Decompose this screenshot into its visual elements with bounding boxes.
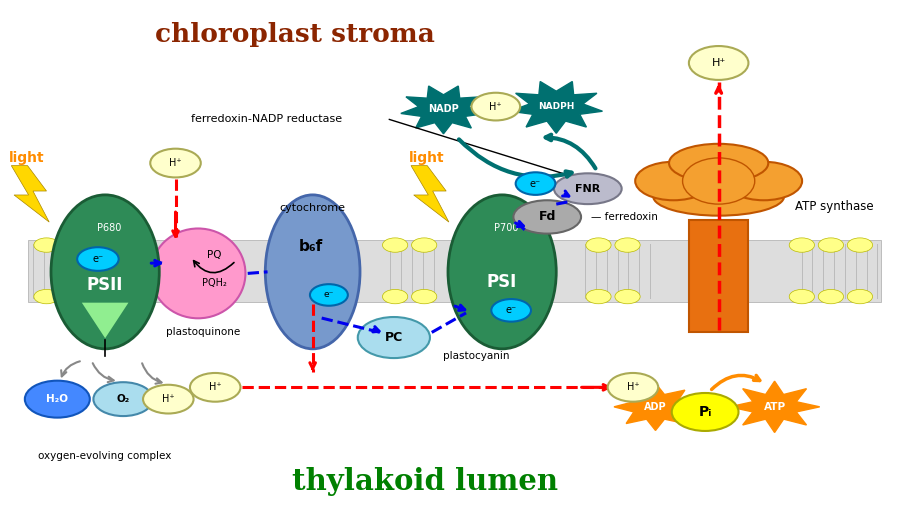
Ellipse shape [635, 162, 712, 200]
Circle shape [412, 238, 437, 252]
Ellipse shape [554, 173, 622, 204]
Circle shape [93, 382, 153, 416]
Circle shape [412, 289, 437, 304]
Circle shape [607, 373, 658, 401]
Polygon shape [411, 166, 449, 222]
Circle shape [586, 238, 611, 252]
Text: O₂: O₂ [117, 394, 129, 404]
Text: e⁻: e⁻ [506, 305, 517, 315]
Text: H⁺: H⁺ [162, 394, 175, 404]
Text: oxygen-evolving complex: oxygen-evolving complex [38, 450, 172, 461]
Circle shape [357, 317, 430, 358]
Circle shape [179, 238, 205, 252]
Ellipse shape [448, 195, 557, 349]
Ellipse shape [151, 229, 245, 318]
Circle shape [208, 289, 233, 304]
Ellipse shape [682, 158, 755, 204]
Text: — ferredoxin: — ferredoxin [591, 212, 657, 222]
Circle shape [789, 238, 814, 252]
Text: b₆f: b₆f [299, 239, 323, 254]
Text: PC: PC [385, 331, 403, 344]
Polygon shape [80, 302, 130, 340]
Circle shape [818, 238, 843, 252]
Text: PQ: PQ [207, 250, 222, 261]
Text: PSI: PSI [487, 273, 518, 291]
Polygon shape [729, 381, 820, 432]
Text: light: light [409, 151, 445, 165]
Text: H⁺: H⁺ [711, 58, 726, 68]
Bar [689, 219, 748, 332]
Text: thylakoid lumen: thylakoid lumen [292, 467, 558, 496]
Circle shape [208, 238, 233, 252]
Text: P700: P700 [494, 223, 519, 233]
Text: PQH₂: PQH₂ [202, 278, 227, 287]
Polygon shape [614, 383, 697, 430]
Circle shape [818, 289, 843, 304]
Circle shape [33, 289, 59, 304]
Text: plastocyanin: plastocyanin [443, 350, 510, 361]
Circle shape [150, 149, 201, 178]
Ellipse shape [726, 162, 802, 200]
Text: FNR: FNR [576, 184, 600, 194]
Text: NADP: NADP [428, 104, 459, 114]
Polygon shape [12, 166, 49, 222]
Text: e⁻: e⁻ [92, 254, 103, 264]
Text: ferredoxin-NADP reductase: ferredoxin-NADP reductase [191, 115, 342, 124]
Ellipse shape [653, 177, 784, 216]
Circle shape [190, 373, 241, 401]
Text: e⁻: e⁻ [530, 179, 541, 188]
Text: H₂O: H₂O [46, 394, 68, 404]
Circle shape [789, 289, 814, 304]
Circle shape [614, 289, 640, 304]
Circle shape [310, 284, 348, 305]
Circle shape [586, 289, 611, 304]
Circle shape [689, 46, 748, 80]
Text: ATP: ATP [764, 402, 786, 412]
Circle shape [847, 238, 872, 252]
Circle shape [516, 172, 556, 195]
Polygon shape [510, 82, 603, 133]
Circle shape [491, 299, 531, 321]
Text: H⁺: H⁺ [209, 382, 222, 392]
Circle shape [672, 393, 738, 431]
Circle shape [33, 238, 59, 252]
Ellipse shape [51, 195, 159, 349]
Ellipse shape [513, 200, 581, 234]
Circle shape [847, 289, 872, 304]
Text: H⁺: H⁺ [490, 102, 502, 111]
Text: light: light [9, 151, 44, 165]
Text: plastoquinone: plastoquinone [166, 328, 240, 337]
Text: P680: P680 [98, 223, 122, 233]
Text: ADP: ADP [644, 402, 667, 412]
Circle shape [614, 238, 640, 252]
Ellipse shape [669, 144, 768, 182]
Ellipse shape [265, 195, 360, 349]
Text: Fd: Fd [538, 211, 556, 223]
Text: e⁻: e⁻ [324, 291, 334, 299]
Circle shape [383, 289, 408, 304]
Text: H⁺: H⁺ [169, 158, 182, 168]
Text: H⁺: H⁺ [626, 382, 639, 392]
Circle shape [472, 93, 520, 120]
Circle shape [24, 381, 90, 417]
Circle shape [383, 238, 408, 252]
Circle shape [179, 289, 205, 304]
Text: Pᵢ: Pᵢ [699, 405, 712, 419]
Text: chloroplast stroma: chloroplast stroma [155, 22, 434, 47]
Text: ATP synthase: ATP synthase [795, 200, 874, 213]
Polygon shape [401, 86, 486, 134]
Circle shape [143, 385, 194, 413]
Text: NADPH: NADPH [538, 102, 575, 111]
Text: PSII: PSII [87, 276, 123, 294]
Text: cytochrome: cytochrome [280, 203, 346, 213]
Bar [28, 240, 881, 302]
Circle shape [77, 247, 119, 271]
